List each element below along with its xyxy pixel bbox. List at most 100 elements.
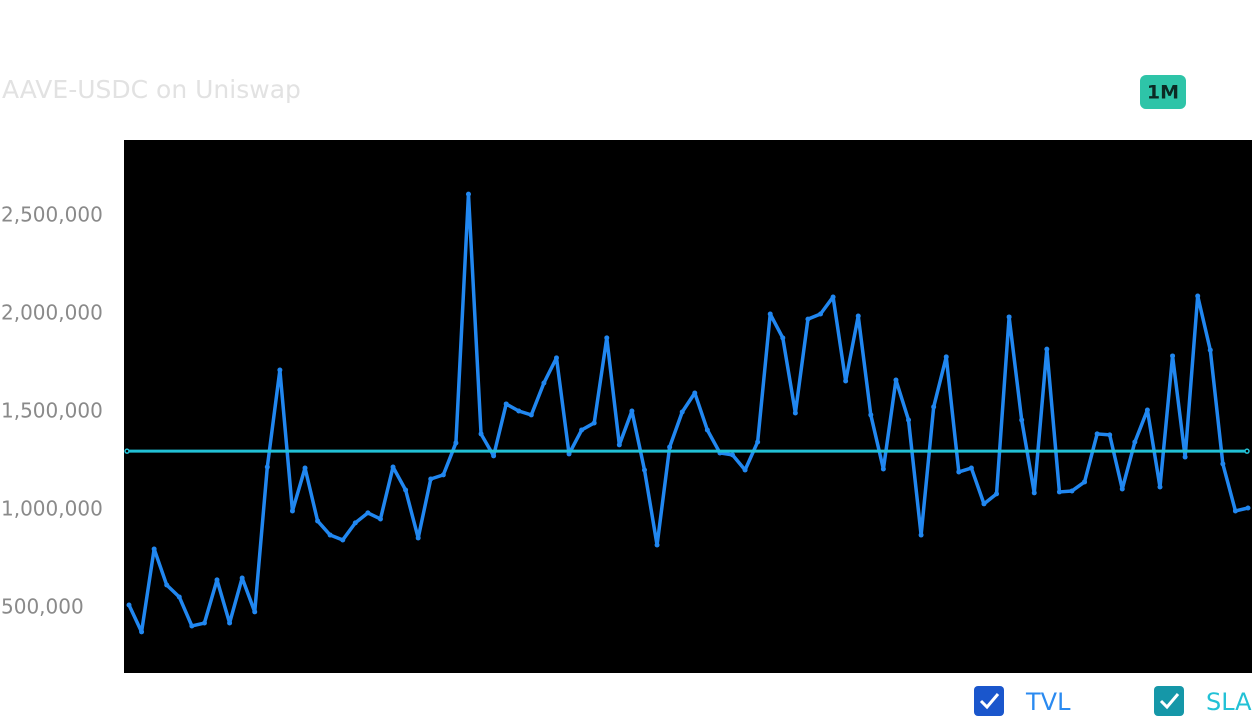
point — [1182, 454, 1188, 460]
point — [277, 367, 283, 373]
point — [1157, 484, 1163, 490]
plot-area — [124, 140, 1252, 673]
point — [654, 542, 660, 548]
point — [1170, 353, 1176, 359]
point — [730, 452, 736, 458]
point — [264, 464, 270, 470]
point — [1132, 439, 1138, 445]
point — [1107, 432, 1113, 438]
point — [365, 510, 371, 516]
point — [252, 609, 258, 615]
range-button-label: 1M — [1147, 82, 1179, 104]
point — [943, 354, 949, 360]
point — [968, 465, 974, 471]
point — [415, 535, 421, 541]
legend-label: SLA — [1206, 688, 1252, 716]
point — [1019, 417, 1025, 423]
reference-end — [1244, 448, 1250, 454]
checkbox — [974, 686, 1004, 716]
point — [641, 467, 647, 473]
point — [591, 420, 597, 426]
point — [818, 311, 824, 317]
point — [302, 465, 308, 471]
point — [893, 377, 899, 383]
point — [805, 316, 811, 322]
point — [403, 487, 409, 493]
point — [767, 311, 773, 317]
point — [176, 594, 182, 600]
point — [503, 401, 509, 407]
point — [1056, 489, 1062, 495]
point — [906, 417, 912, 423]
point — [704, 427, 710, 433]
point — [1119, 486, 1125, 492]
point — [855, 313, 861, 319]
y-tick-label: 2,500,000 — [1, 203, 103, 227]
y-tick-label: 500,000 — [1, 594, 84, 618]
checkbox — [1154, 686, 1184, 716]
point — [1144, 407, 1150, 413]
legend-label: TVL — [1025, 688, 1071, 716]
point — [151, 546, 157, 552]
point — [164, 582, 170, 588]
point — [918, 532, 924, 538]
point — [528, 412, 534, 418]
point — [692, 390, 698, 396]
point — [315, 518, 321, 524]
point — [377, 516, 383, 522]
legend-tvl[interactable]: TVL — [974, 686, 1071, 716]
point — [1044, 346, 1050, 352]
point — [1195, 293, 1201, 299]
check-mark — [979, 693, 1000, 710]
check-mark — [1159, 693, 1180, 710]
point — [742, 467, 748, 473]
point — [390, 464, 396, 470]
range-button-bg — [1140, 75, 1186, 109]
point — [931, 404, 937, 410]
point — [956, 469, 962, 475]
point — [755, 439, 761, 445]
y-tick-label: 2,000,000 — [1, 301, 103, 325]
point — [1245, 505, 1251, 511]
point — [1082, 479, 1088, 485]
point — [201, 620, 207, 626]
point — [440, 472, 446, 478]
point — [1220, 461, 1226, 467]
point — [428, 476, 434, 482]
point — [1006, 314, 1012, 320]
legend-sla[interactable]: SLA — [1154, 686, 1252, 716]
point — [1232, 508, 1238, 514]
point — [491, 453, 497, 459]
point — [1094, 431, 1100, 437]
point — [629, 408, 635, 414]
point — [868, 412, 874, 418]
point — [994, 491, 1000, 497]
point — [553, 355, 559, 361]
range-button[interactable]: 1M — [1140, 75, 1186, 109]
point — [289, 508, 295, 514]
point — [981, 501, 987, 507]
point — [1031, 490, 1037, 496]
point — [453, 440, 459, 446]
point — [679, 409, 685, 415]
point — [465, 191, 471, 197]
y-tick-label: 1,000,000 — [1, 496, 103, 520]
point — [1207, 347, 1213, 353]
point — [516, 408, 522, 414]
point — [541, 380, 547, 386]
point — [616, 442, 622, 448]
point — [352, 520, 358, 526]
point — [780, 335, 786, 341]
chart-title: AAVE-USDC on Uniswap — [2, 75, 301, 104]
point — [667, 444, 673, 450]
point — [214, 577, 220, 583]
point — [843, 378, 849, 384]
point — [340, 537, 346, 543]
point — [1069, 488, 1075, 494]
point — [579, 427, 585, 433]
point — [604, 335, 610, 341]
point — [126, 602, 132, 608]
point — [139, 629, 145, 635]
point — [792, 410, 798, 416]
